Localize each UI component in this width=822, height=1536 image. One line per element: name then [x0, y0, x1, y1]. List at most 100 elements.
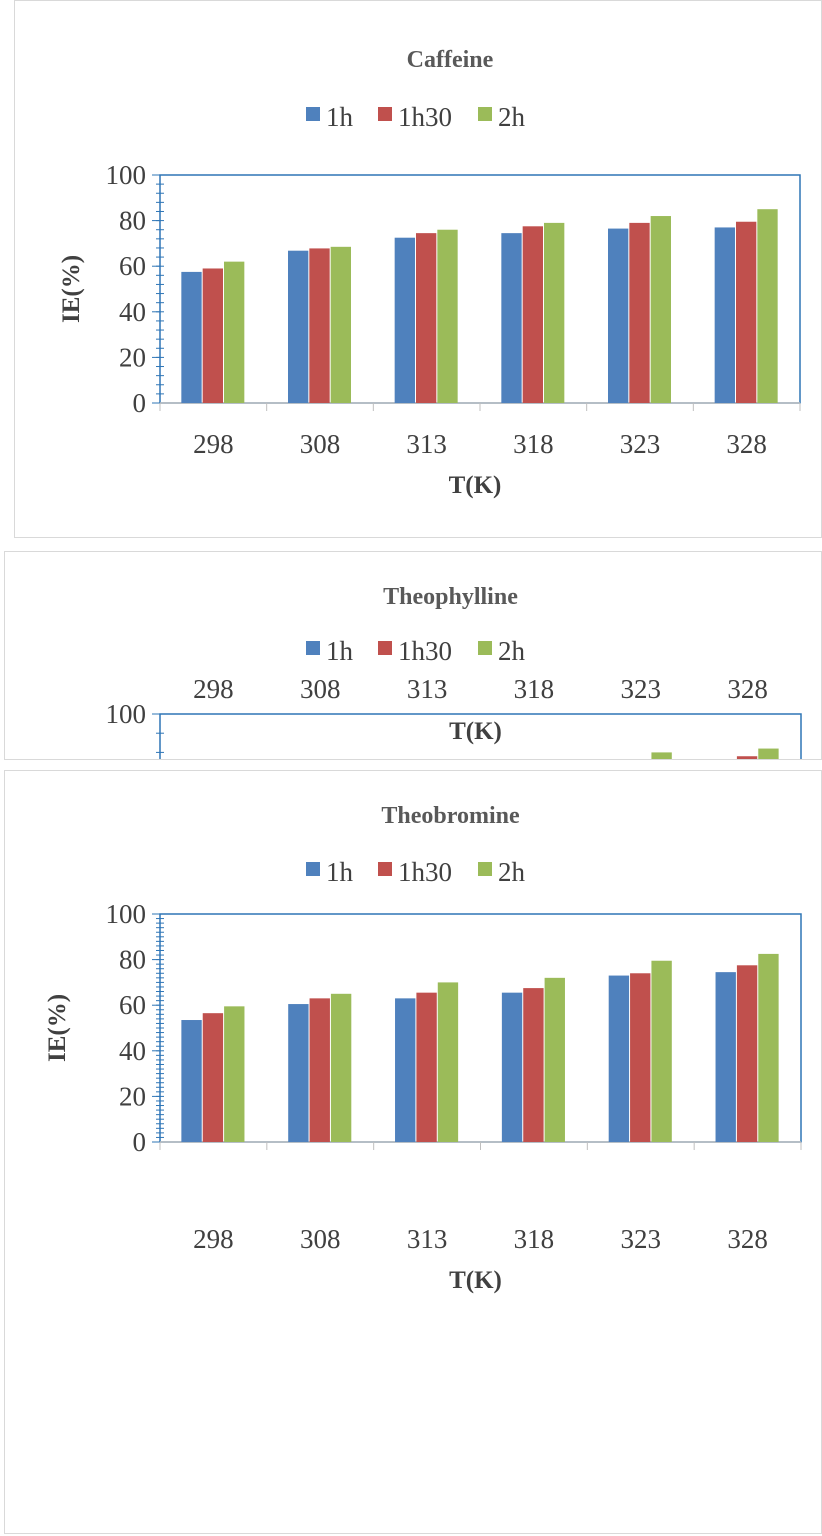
bar-1h-298: [181, 271, 202, 403]
legend-label: 1h30: [398, 102, 452, 132]
bar-2h-328: [758, 748, 779, 759]
x-tick-label: 323: [621, 1224, 662, 1254]
x-axis-label: T(K): [449, 1267, 502, 1294]
legend-swatch: [378, 641, 392, 655]
bar-1h-318: [501, 992, 523, 1142]
y-tick-label: 80: [119, 206, 146, 236]
y-tick-label: 40: [119, 297, 146, 327]
chart-svg: Caffeine 1h 1h30 2h 0 20 40 60 80 100 298 308 313 318…: [58, 47, 801, 499]
x-tick-label: 328: [727, 674, 768, 704]
y-tick-label: 80: [119, 945, 146, 975]
x-tick-label: 308: [300, 429, 341, 459]
plot-area: [159, 174, 801, 404]
legend-label: 1h: [326, 857, 354, 887]
legend-swatch: [306, 862, 320, 876]
bar-1h-323: [608, 975, 630, 1142]
bar-1h-313: [394, 237, 415, 403]
legend-swatch: [478, 641, 492, 655]
legend-entry-2h: 2h: [478, 636, 526, 666]
x-tick-label: 313: [407, 674, 448, 704]
legend-entry-1h30: 1h30: [378, 857, 452, 887]
legend-swatch: [306, 107, 320, 121]
theobromine-chart-panel: Theobromine 1h 1h30 2h 0 20 40 60 80 100 298 308 313…: [4, 770, 822, 1534]
bar-2h-323: [651, 960, 672, 1142]
x-tick-label: 308: [300, 674, 341, 704]
y-tick-label: 100: [106, 699, 147, 729]
y-tick-label: 60: [119, 990, 146, 1020]
x-tick-label: 318: [513, 429, 554, 459]
bar-1h-313: [395, 998, 416, 1142]
legend-label: 2h: [498, 102, 526, 132]
y-tick-label: 100: [106, 899, 147, 929]
bar-1h30-298: [202, 268, 223, 403]
bar-1h-308: [288, 1004, 309, 1142]
legend-entry-1h: 1h: [306, 102, 354, 132]
y-tick-label: 60: [119, 251, 146, 281]
bar-2h-298: [224, 1006, 245, 1142]
legend-entry-1h30: 1h30: [378, 102, 452, 132]
bar-2h-328: [758, 953, 779, 1142]
bar-1h30-313: [416, 233, 437, 403]
x-tick-label: 328: [727, 1224, 768, 1254]
x-tick-label: 298: [193, 674, 234, 704]
bar-2h-313: [437, 229, 458, 403]
bar-2h-298: [224, 261, 245, 403]
bar-1h30-323: [630, 973, 651, 1142]
x-tick-label: 298: [193, 1224, 234, 1254]
x-axis-label: T(K): [449, 472, 502, 499]
x-tick-label: 313: [406, 429, 447, 459]
plot-area: [159, 913, 802, 1143]
x-tick-label: 313: [407, 1224, 448, 1254]
theophylline-chart-panel: Theophylline1h1h302h05010029830831331832…: [4, 551, 822, 760]
y-tick-label: 20: [119, 1081, 146, 1111]
x-axis-label: T(K): [449, 718, 502, 745]
y-tick-label: 0: [133, 388, 147, 418]
bar-1h30-323: [629, 222, 650, 403]
legend-entry-1h: 1h: [306, 636, 354, 666]
chart-title: Theophylline: [383, 584, 518, 610]
x-tick-label: 298: [193, 429, 234, 459]
bar-1h30-318: [523, 988, 544, 1142]
bar-1h30-313: [416, 992, 437, 1142]
x-tick-label: 318: [514, 674, 555, 704]
legend-swatch: [478, 862, 492, 876]
bar-1h30-298: [202, 1013, 224, 1142]
x-tick-label: 323: [621, 674, 662, 704]
bar-1h30-328: [736, 965, 758, 1142]
legend-label: 2h: [498, 636, 526, 666]
x-tick-label: 308: [300, 1224, 341, 1254]
bar-1h-328: [714, 227, 735, 403]
bar-2h-318: [544, 222, 565, 403]
bar-2h-313: [437, 982, 459, 1142]
x-tick-label: 323: [620, 429, 661, 459]
bar-1h30-328: [736, 221, 757, 403]
legend-label: 1h30: [398, 857, 452, 887]
y-axis-label: IE(%): [58, 255, 85, 323]
legend-label: 2h: [498, 857, 526, 887]
plot-area: [159, 713, 802, 759]
x-tick-label: 318: [514, 1224, 555, 1254]
y-tick-label: 20: [119, 342, 146, 372]
legend-swatch: [378, 862, 392, 876]
legend-label: 1h: [326, 102, 354, 132]
legend-swatch: [378, 107, 392, 121]
chart-svg: Theophylline1h1h302h05010029830831331832…: [106, 584, 802, 759]
bar-2h-308: [330, 246, 351, 403]
legend-entry-2h: 2h: [478, 857, 526, 887]
chart-title: Caffeine: [407, 47, 494, 73]
bar-1h-323: [608, 228, 629, 403]
bar-2h-308: [330, 993, 352, 1142]
chart-svg: Theobromine 1h 1h30 2h 0 20 40 60 80 100 298 308 313…: [44, 803, 802, 1294]
bar-1h30-308: [309, 998, 330, 1142]
bar-1h30-328: [736, 756, 758, 759]
y-axis-label: IE(%): [44, 994, 71, 1062]
y-tick-label: 0: [133, 1127, 147, 1157]
y-tick-label: 40: [119, 1036, 146, 1066]
legend-label: 1h30: [398, 636, 452, 666]
legend-swatch: [478, 107, 492, 121]
bar-2h-323: [651, 752, 672, 759]
legend-entry-2h: 2h: [478, 102, 526, 132]
bar-2h-328: [757, 209, 778, 403]
bar-1h-308: [288, 250, 309, 403]
legend-entry-1h: 1h: [306, 857, 354, 887]
